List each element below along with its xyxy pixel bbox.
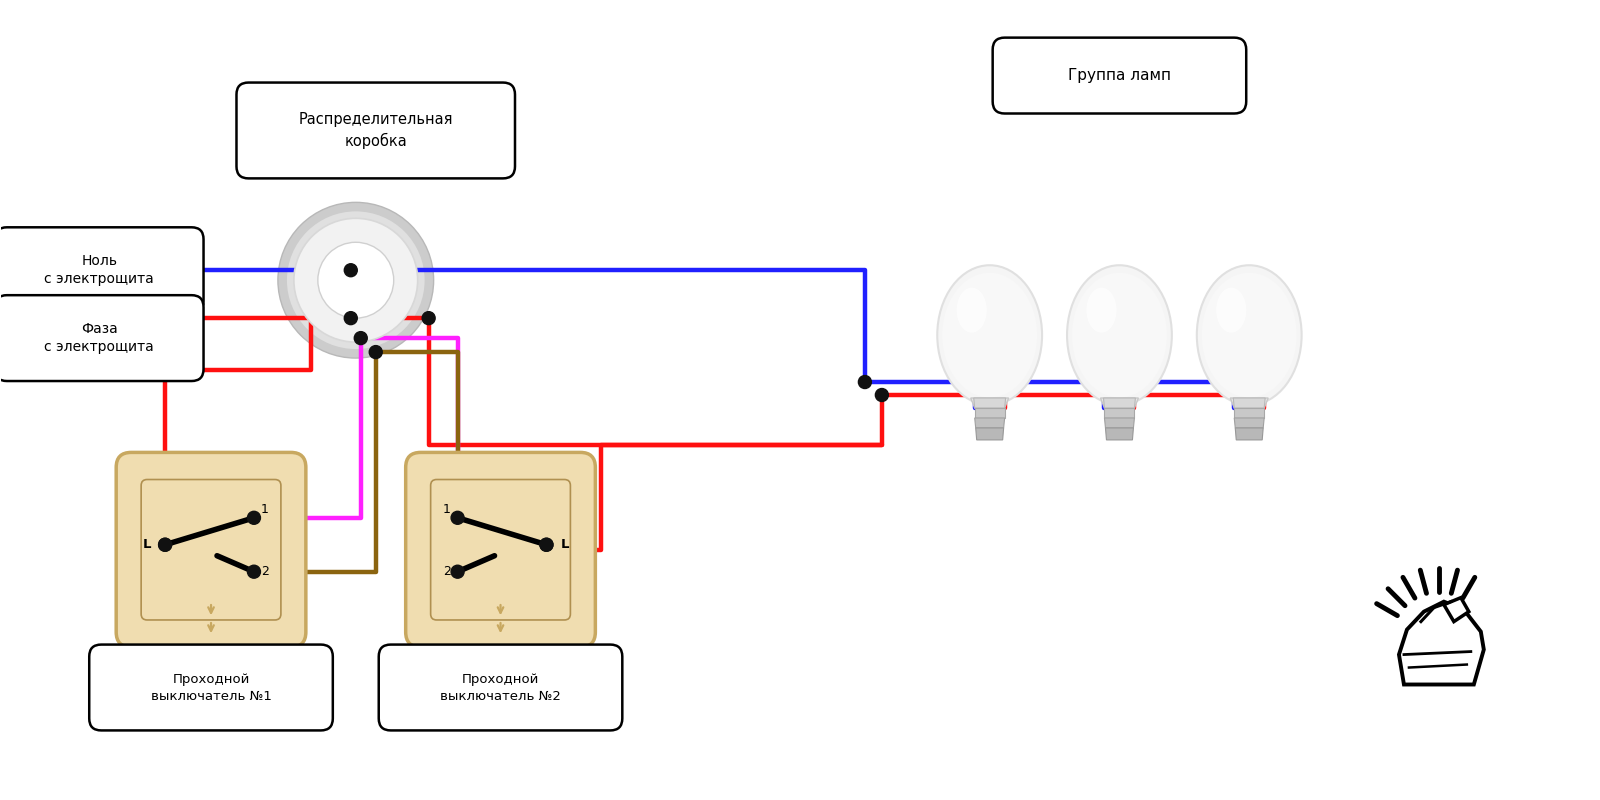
- Text: Ноль
с электрощита: Ноль с электрощита: [45, 254, 154, 286]
- Polygon shape: [1443, 598, 1469, 622]
- FancyBboxPatch shape: [141, 479, 282, 620]
- Text: 1: 1: [261, 503, 269, 516]
- Polygon shape: [974, 408, 1005, 418]
- Circle shape: [451, 566, 464, 578]
- Circle shape: [422, 312, 435, 325]
- Text: Проходной
выключатель №1: Проходной выключатель №1: [150, 673, 272, 702]
- Circle shape: [875, 389, 888, 402]
- Circle shape: [539, 538, 554, 551]
- Ellipse shape: [1216, 288, 1246, 333]
- Circle shape: [539, 538, 554, 551]
- Polygon shape: [971, 398, 1008, 408]
- FancyBboxPatch shape: [117, 453, 306, 647]
- Text: Проходной
выключатель №2: Проходной выключатель №2: [440, 673, 562, 702]
- Ellipse shape: [942, 273, 1037, 398]
- Circle shape: [318, 242, 394, 318]
- Text: 2: 2: [261, 566, 269, 578]
- Polygon shape: [1104, 418, 1134, 428]
- Ellipse shape: [1202, 273, 1296, 398]
- Circle shape: [294, 218, 418, 342]
- Polygon shape: [1234, 418, 1264, 428]
- FancyBboxPatch shape: [237, 82, 515, 178]
- Text: L: L: [560, 538, 570, 551]
- Ellipse shape: [1197, 266, 1302, 405]
- Circle shape: [354, 332, 368, 345]
- Circle shape: [286, 210, 426, 350]
- Circle shape: [248, 566, 261, 578]
- Circle shape: [248, 511, 261, 524]
- Circle shape: [158, 538, 171, 551]
- Polygon shape: [1106, 428, 1133, 440]
- Polygon shape: [974, 418, 1005, 428]
- Circle shape: [278, 202, 434, 358]
- Polygon shape: [976, 428, 1003, 440]
- Polygon shape: [1104, 408, 1134, 418]
- FancyBboxPatch shape: [430, 479, 570, 620]
- Text: 1: 1: [443, 503, 451, 516]
- FancyBboxPatch shape: [406, 453, 595, 647]
- Circle shape: [451, 511, 464, 524]
- FancyBboxPatch shape: [0, 227, 203, 313]
- Text: Группа ламп: Группа ламп: [1067, 68, 1171, 83]
- Polygon shape: [1234, 408, 1264, 418]
- Circle shape: [370, 346, 382, 358]
- Circle shape: [858, 375, 872, 389]
- FancyBboxPatch shape: [90, 645, 333, 730]
- Text: Фаза
с электрощита: Фаза с электрощита: [45, 322, 154, 354]
- Polygon shape: [1234, 398, 1266, 408]
- Circle shape: [158, 538, 171, 551]
- Ellipse shape: [938, 266, 1042, 405]
- Circle shape: [344, 312, 357, 325]
- FancyBboxPatch shape: [0, 295, 203, 381]
- Ellipse shape: [1067, 266, 1171, 405]
- Polygon shape: [1101, 398, 1139, 408]
- Circle shape: [344, 264, 357, 277]
- Polygon shape: [1104, 398, 1136, 408]
- Polygon shape: [1398, 602, 1483, 685]
- Polygon shape: [1235, 428, 1262, 440]
- Polygon shape: [1230, 398, 1269, 408]
- Text: L: L: [142, 538, 150, 551]
- Polygon shape: [974, 398, 1006, 408]
- Ellipse shape: [1072, 273, 1166, 398]
- Text: 2: 2: [443, 566, 451, 578]
- FancyBboxPatch shape: [992, 38, 1246, 114]
- FancyBboxPatch shape: [379, 645, 622, 730]
- Ellipse shape: [1086, 288, 1117, 333]
- Ellipse shape: [957, 288, 987, 333]
- Text: Распределительная
коробка: Распределительная коробка: [299, 112, 453, 149]
